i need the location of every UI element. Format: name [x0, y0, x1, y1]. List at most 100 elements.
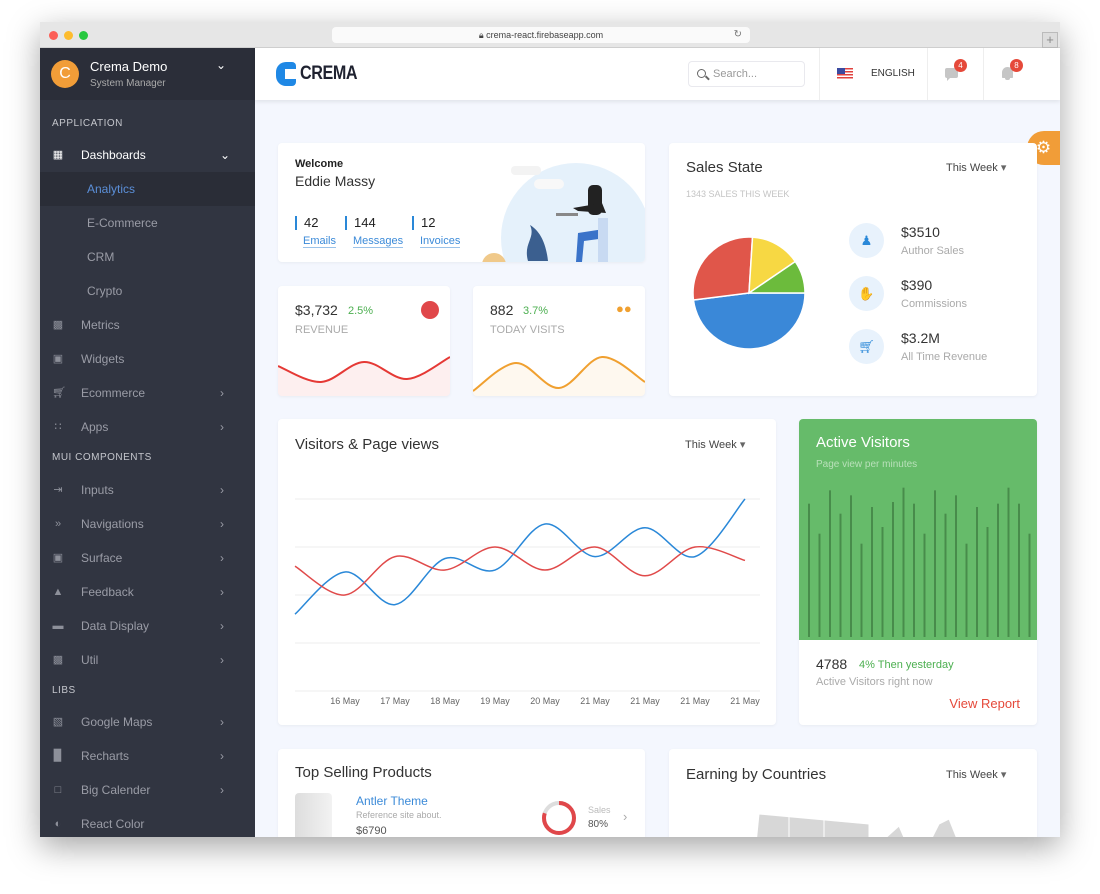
- pie-chart-icon: [421, 301, 439, 319]
- visitor-bar: [871, 507, 873, 637]
- sidebar-item-e-commerce[interactable]: E-Commerce: [40, 206, 255, 240]
- visitors-period-dropdown[interactable]: This Week: [685, 438, 745, 451]
- user-name: Eddie Massy: [295, 173, 376, 189]
- sidebar-item-label: E-Commerce: [87, 216, 158, 230]
- sidebar-item-big-calender[interactable]: □ Big Calender ›: [40, 773, 255, 807]
- hand-coin-icon: ✋: [849, 276, 884, 311]
- active-visitors-subtitle: Page view per minutes: [816, 459, 918, 470]
- sales-percent: 80%: [588, 819, 609, 830]
- series-line-2: [294, 546, 746, 596]
- url-text: crema-react.firebaseapp.com: [486, 30, 604, 40]
- widgets-icon: ▣: [52, 353, 64, 365]
- sidebar-item-label: Google Maps: [81, 715, 153, 729]
- us-map: [756, 813, 957, 837]
- product-price: $6790: [356, 825, 387, 837]
- nav-section-header: APPLICATION: [52, 118, 123, 129]
- sidebar-item-crm[interactable]: CRM: [40, 240, 255, 274]
- x-tick-label: 20 May: [530, 696, 560, 706]
- revenue-value: $3,732: [295, 302, 338, 318]
- browser-window: 🔒︎ crema-react.firebaseapp.com ↻ + C Crem…: [40, 22, 1060, 837]
- sidebar: C Crema Demo System Manager ⌄ APPLICATIO…: [40, 48, 255, 837]
- chevron-right-icon: ›: [220, 551, 224, 565]
- visitor-bar: [850, 495, 852, 637]
- sidebar-item-widgets[interactable]: ▣ Widgets: [40, 342, 255, 376]
- x-tick-label: 18 May: [430, 696, 460, 706]
- visits-label: TODAY VISITS: [490, 324, 565, 336]
- sidebar-item-label: Dashboards: [81, 148, 146, 162]
- earning-period-dropdown[interactable]: This Week: [946, 768, 1006, 781]
- notifications-badge: 8: [1010, 59, 1023, 72]
- user-profile[interactable]: C Crema Demo System Manager ⌄: [40, 48, 255, 100]
- active-visitors-card: Active Visitors Page view per minutes 47…: [799, 419, 1037, 725]
- sidebar-item-google-maps[interactable]: ▧ Google Maps ›: [40, 705, 255, 739]
- active-visitors-change: 4% Then yesterday: [859, 659, 954, 671]
- lock-icon: 🔒︎: [478, 30, 487, 40]
- sidebar-item-data-display[interactable]: ▬ Data Display ›: [40, 609, 255, 643]
- main-content: CREMA Search... ENGLISH 4 8 ⚙ Welcome Ed…: [255, 48, 1060, 837]
- nav-section-header: MUI COMPONENTS: [52, 452, 152, 463]
- chevron-right-icon[interactable]: ›: [623, 809, 628, 824]
- sidebar-item-label: Metrics: [81, 318, 120, 332]
- sales-period-dropdown[interactable]: This Week: [946, 161, 1006, 174]
- message-icon[interactable]: [945, 68, 958, 81]
- visitor-bar: [839, 513, 842, 637]
- search-input[interactable]: Search...: [688, 61, 805, 87]
- language-selector[interactable]: ENGLISH: [871, 68, 915, 79]
- product-name[interactable]: Antler Theme: [356, 794, 428, 808]
- logo-text: CREMA: [300, 63, 358, 84]
- visitor-bar: [986, 527, 989, 637]
- series-line-1: [294, 498, 746, 615]
- notification-bell-icon[interactable]: [1002, 67, 1013, 80]
- sidebar-item-apps[interactable]: ∷ Apps ›: [40, 410, 255, 444]
- sidebar-item-ecommerce[interactable]: 🛒︎ Ecommerce ›: [40, 376, 255, 410]
- welcome-stat: 144: [345, 216, 376, 230]
- pie-slice: [692, 236, 754, 301]
- minimize-window-button[interactable]: [64, 31, 73, 40]
- surface-icon: ▣: [52, 552, 64, 564]
- sidebar-item-label: Util: [81, 653, 99, 667]
- sidebar-item-metrics[interactable]: ▩ Metrics: [40, 308, 255, 342]
- divider: [819, 48, 820, 100]
- sidebar-item-label: Ecommerce: [81, 386, 146, 400]
- sidebar-item-surface[interactable]: ▣ Surface ›: [40, 541, 255, 575]
- chevron-right-icon: ›: [220, 619, 224, 633]
- sales-donut: [542, 801, 576, 835]
- sidebar-item-recharts[interactable]: ▉ Recharts ›: [40, 739, 255, 773]
- reload-icon[interactable]: ↻: [733, 29, 742, 40]
- chevron-right-icon: ›: [220, 517, 224, 531]
- top-selling-card: Top Selling Products Antler Theme Refere…: [278, 749, 645, 837]
- new-tab-button[interactable]: +: [1042, 32, 1058, 48]
- sidebar-item-feedback[interactable]: ▲ Feedback ›: [40, 575, 255, 609]
- settings-gear-button[interactable]: ⚙: [1027, 131, 1060, 165]
- visits-card: 882 3.7% TODAY VISITS ●●: [473, 286, 645, 396]
- maximize-window-button[interactable]: [79, 31, 88, 40]
- sidebar-item-crypto[interactable]: Crypto: [40, 274, 255, 308]
- address-bar[interactable]: 🔒︎ crema-react.firebaseapp.com ↻: [332, 27, 750, 43]
- logo[interactable]: CREMA: [276, 62, 367, 86]
- sidebar-item-analytics[interactable]: Analytics: [40, 172, 255, 206]
- visitor-bar: [944, 513, 947, 637]
- visits-value: 882: [490, 302, 514, 318]
- chevron-right-icon: ›: [220, 386, 224, 400]
- sidebar-item-inputs[interactable]: ⇥ Inputs ›: [40, 473, 255, 507]
- close-window-button[interactable]: [49, 31, 58, 40]
- sidebar-item-react-color[interactable]: ◐ React Color: [40, 807, 255, 837]
- welcome-stat-link[interactable]: Invoices: [420, 235, 461, 248]
- sidebar-item-dashboards[interactable]: ▦ Dashboards ⌄: [40, 138, 255, 172]
- sidebar-item-navigations[interactable]: » Navigations ›: [40, 507, 255, 541]
- welcome-stat-link[interactable]: Messages: [353, 235, 404, 248]
- us-flag-icon[interactable]: [837, 68, 853, 79]
- bell-icon: ▲: [52, 586, 64, 598]
- sidebar-item-label: CRM: [87, 250, 115, 264]
- sales-stat-label: Commissions: [901, 298, 968, 310]
- sparkline-line: [473, 355, 645, 392]
- welcome-stat-link[interactable]: Emails: [303, 235, 337, 248]
- messages-badge: 4: [954, 59, 967, 72]
- visitor-bar: [997, 503, 999, 637]
- sidebar-item-util[interactable]: ▩ Util ›: [40, 643, 255, 677]
- view-report-link[interactable]: View Report: [949, 696, 1020, 711]
- earning-countries-card: Earning by Countries This Week: [669, 749, 1037, 837]
- nav-section-header: LIBS: [52, 685, 76, 696]
- chevron-down-icon[interactable]: ⌄: [216, 58, 227, 72]
- cart-icon: 🛒︎: [52, 387, 66, 399]
